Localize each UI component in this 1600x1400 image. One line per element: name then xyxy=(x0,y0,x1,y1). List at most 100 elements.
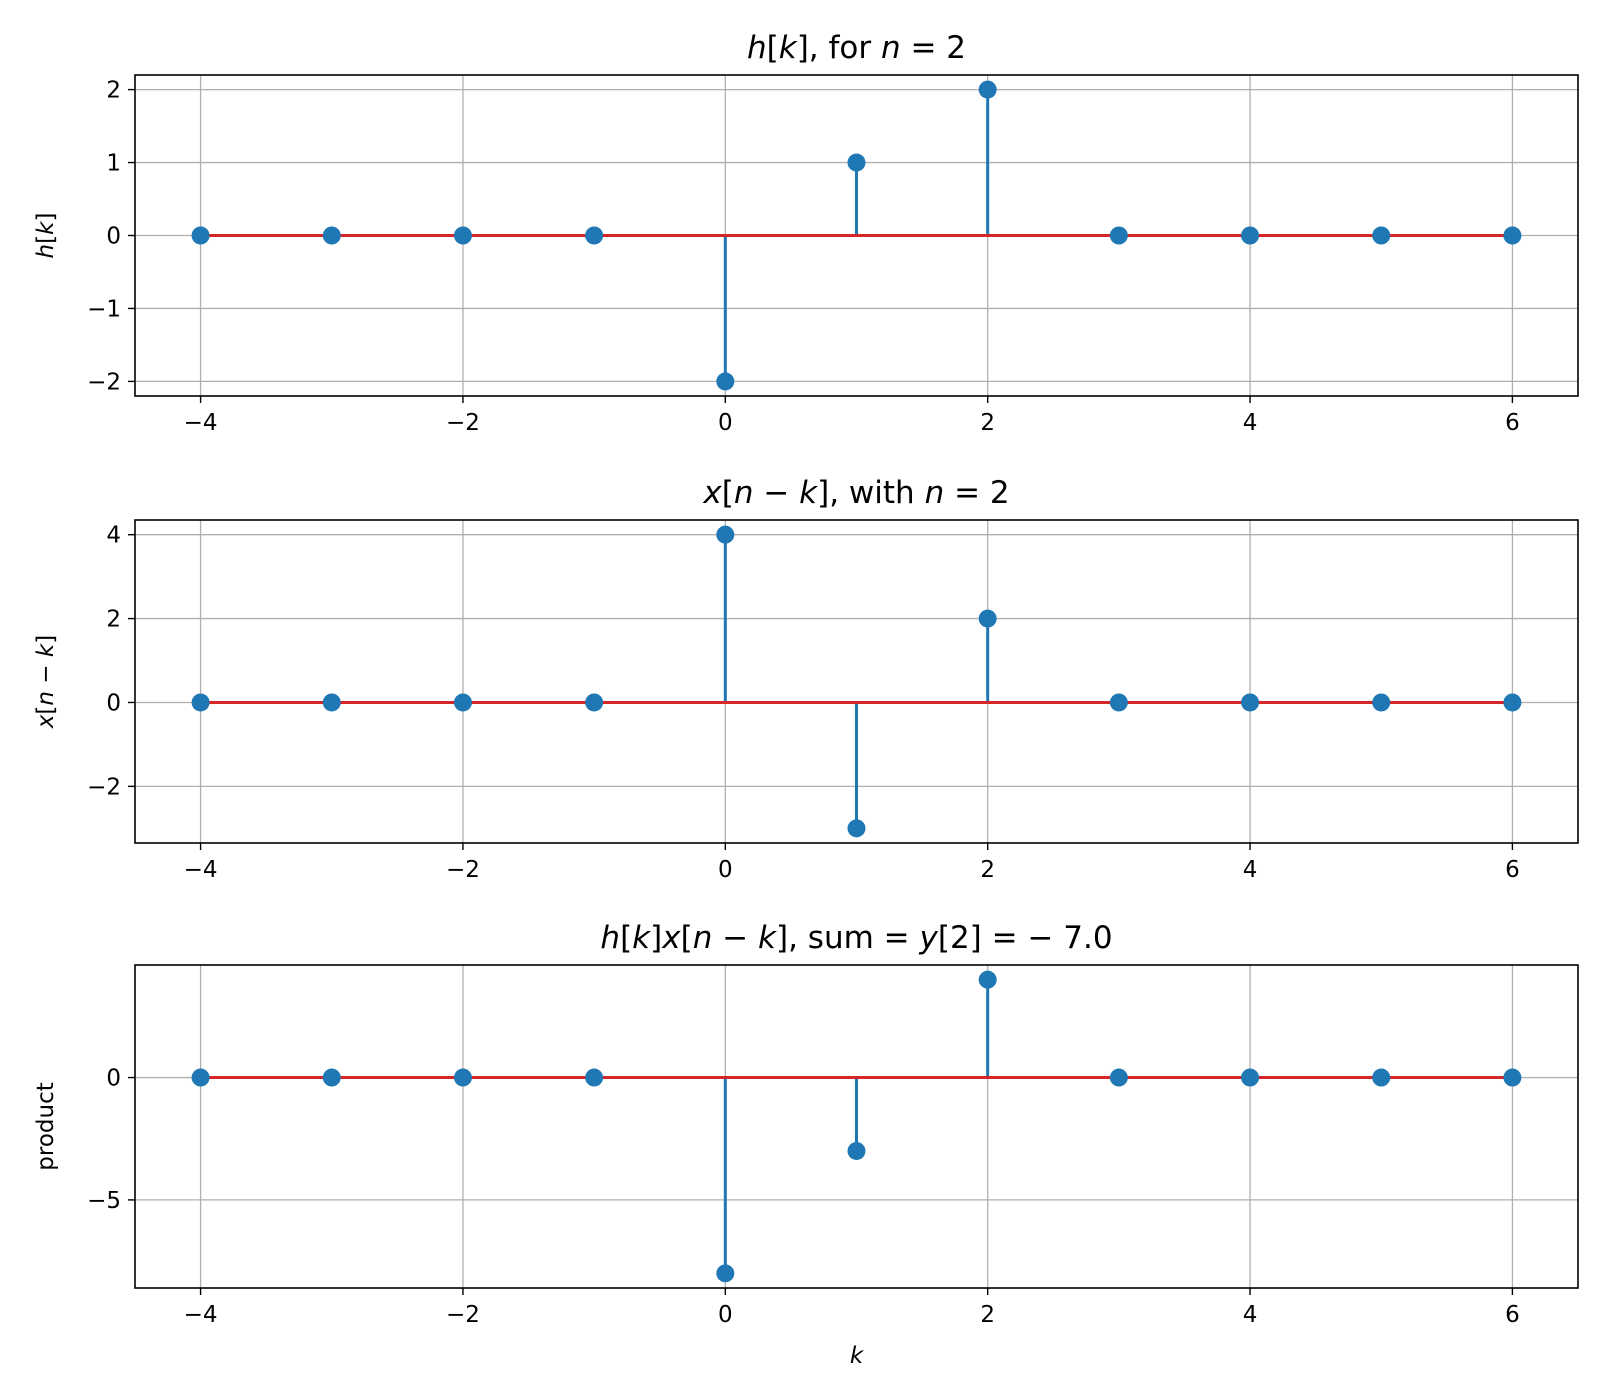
subplot-title-part: [ xyxy=(620,920,632,956)
stem-marker xyxy=(322,1068,341,1087)
stem-marker xyxy=(191,693,210,712)
subplot-title-part: n xyxy=(881,30,901,66)
x-tick-label: 2 xyxy=(980,410,995,436)
subplot-title-part: x xyxy=(661,920,681,956)
subplot-title-part: [2] = − 7.0 xyxy=(938,920,1113,956)
stem-marker xyxy=(1372,226,1391,245)
stem-marker xyxy=(716,372,735,391)
stem-marker xyxy=(585,226,604,245)
stem-marker xyxy=(847,819,866,838)
x-tick-label: 4 xyxy=(1243,410,1258,436)
x-tick-label: 0 xyxy=(718,410,733,436)
y-tick-label: 0 xyxy=(106,690,121,716)
x-tick-label: 4 xyxy=(1243,857,1258,883)
stem-marker xyxy=(322,226,341,245)
subplot-title-part: [ xyxy=(681,920,693,956)
stem-marker xyxy=(1109,693,1128,712)
stem-marker xyxy=(847,1141,866,1160)
stem-marker xyxy=(1241,1068,1260,1087)
subplot-title-part: ] xyxy=(650,920,662,956)
x-tick-label: −4 xyxy=(184,857,218,883)
y-tick-label: −2 xyxy=(87,369,121,395)
y-axis-label-part: [ xyxy=(33,235,59,244)
stem-marker xyxy=(1109,226,1128,245)
stem-marker xyxy=(585,1068,604,1087)
subplot-title-part: k xyxy=(632,920,651,956)
y-axis-label: h[k] xyxy=(33,213,59,259)
x-tick-label: −2 xyxy=(446,857,480,883)
stem-marker xyxy=(191,1068,210,1087)
stem-marker xyxy=(978,80,997,99)
y-tick-label: −5 xyxy=(87,1188,121,1214)
subplot-title-part: [ xyxy=(767,30,779,66)
y-axis-label: product xyxy=(33,1082,59,1170)
subplot-title-part: − xyxy=(712,920,758,956)
x-tick-label: −4 xyxy=(184,1302,218,1328)
stem-marker xyxy=(847,153,866,172)
y-axis-label-part: [ xyxy=(33,706,59,715)
y-axis-label-part: h xyxy=(33,244,59,259)
x-tick-label: 0 xyxy=(718,857,733,883)
y-axis-label-part: n xyxy=(33,691,59,706)
y-axis-label-part: k xyxy=(33,642,59,657)
subplot-title-part: ], with xyxy=(817,475,924,511)
stem-marker xyxy=(716,1264,735,1283)
stem-marker xyxy=(1503,226,1522,245)
subplot-title-part: = 2 xyxy=(944,475,1009,511)
y-axis-label-part: − xyxy=(33,657,59,691)
x-axis-label: k xyxy=(850,1343,865,1369)
subplot-title: h[k], for n = 2 xyxy=(747,30,966,66)
x-tick-label: 0 xyxy=(718,1302,733,1328)
subplot-title-part: k xyxy=(799,475,818,511)
subplot-title-part: n xyxy=(693,920,713,956)
x-tick-label: −2 xyxy=(446,1302,480,1328)
stem-marker xyxy=(716,525,735,544)
x-tick-label: −4 xyxy=(184,410,218,436)
y-tick-label: −1 xyxy=(87,296,121,322)
y-axis-label: x[n − k] xyxy=(33,635,59,729)
stem-marker xyxy=(322,693,341,712)
stem-marker xyxy=(1241,693,1260,712)
stem-marker xyxy=(1372,693,1391,712)
stem-marker xyxy=(1503,1068,1522,1087)
y-tick-label: 2 xyxy=(106,607,121,633)
stem-marker xyxy=(585,693,604,712)
stem-marker xyxy=(1241,226,1260,245)
stem-marker xyxy=(978,609,997,628)
subplot-title-part: = 2 xyxy=(901,30,966,66)
stem-marker xyxy=(1372,1068,1391,1087)
subplot-title-part: k xyxy=(758,920,777,956)
subplot-title-part: [ xyxy=(722,475,734,511)
subplot-title-part: h xyxy=(747,30,767,66)
stem-marker xyxy=(1109,1068,1128,1087)
y-tick-label: 1 xyxy=(106,151,121,177)
x-tick-label: 6 xyxy=(1505,1302,1520,1328)
stem-marker xyxy=(978,970,997,989)
subplot-3: −4 −2 0 2 4 6−50h[k]x[n − k], sum = y[2] = − … xyxy=(33,920,1579,1369)
subplot-title-part: x xyxy=(702,475,722,511)
stem-marker xyxy=(1503,693,1522,712)
x-tick-label: −2 xyxy=(446,410,480,436)
subplot-title-part: n xyxy=(734,475,754,511)
subplot-title-part: k xyxy=(779,30,798,66)
axes-frame xyxy=(134,964,1579,1289)
stem-marker xyxy=(453,226,472,245)
stem-marker xyxy=(191,226,210,245)
x-tick-label: 6 xyxy=(1505,410,1520,436)
y-tick-label: −2 xyxy=(87,774,121,800)
y-axis-label-part: ] xyxy=(33,213,59,222)
subplot-title-part: y xyxy=(918,920,938,956)
y-tick-label: 2 xyxy=(106,78,121,104)
subplot-title-part: ], sum = xyxy=(776,920,919,956)
x-tick-label: 6 xyxy=(1505,857,1520,883)
y-axis-label-part: product xyxy=(33,1082,59,1170)
y-tick-label: 4 xyxy=(106,523,121,549)
stem-marker xyxy=(453,693,472,712)
y-axis-label-part: ] xyxy=(33,635,59,644)
subplot-title: x[n − k], with n = 2 xyxy=(702,475,1009,511)
stem-marker xyxy=(453,1068,472,1087)
subplot-title-part: h xyxy=(600,920,620,956)
y-tick-label: 0 xyxy=(106,1066,121,1092)
